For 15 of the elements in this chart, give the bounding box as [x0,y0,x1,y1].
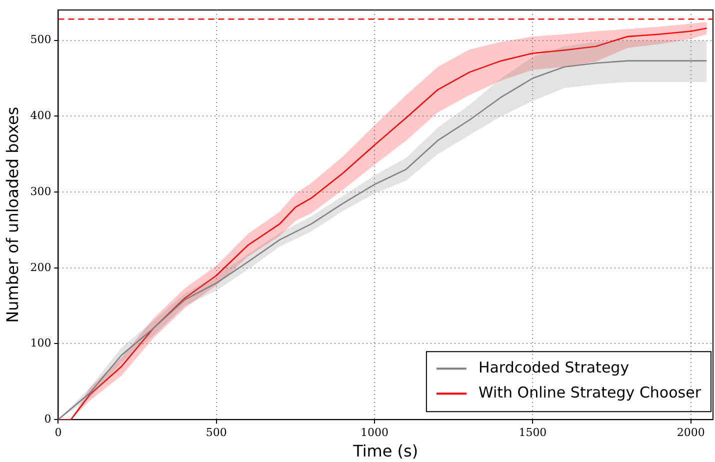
x-axis-title: Time (s) [352,442,418,461]
y-tick-label: 300 [30,184,52,198]
legend-label: With Online Strategy Chooser [478,383,702,402]
y-tick-label: 0 [44,412,52,426]
y-tick-label: 400 [30,109,52,122]
y-axis-title: Number of unloaded boxes [2,106,22,323]
x-tick-label: 2000 [676,426,705,440]
x-tick-label: 1000 [360,426,389,440]
x-tick-label: 500 [206,426,227,440]
x-tick-label: 0 [54,426,62,440]
y-tick-label: 500 [30,33,52,46]
x-tick-label: 1500 [518,426,547,440]
y-tick-label: 200 [30,260,52,274]
legend-label: Hardcoded Strategy [478,358,630,376]
y-tick-label: 100 [30,336,52,350]
